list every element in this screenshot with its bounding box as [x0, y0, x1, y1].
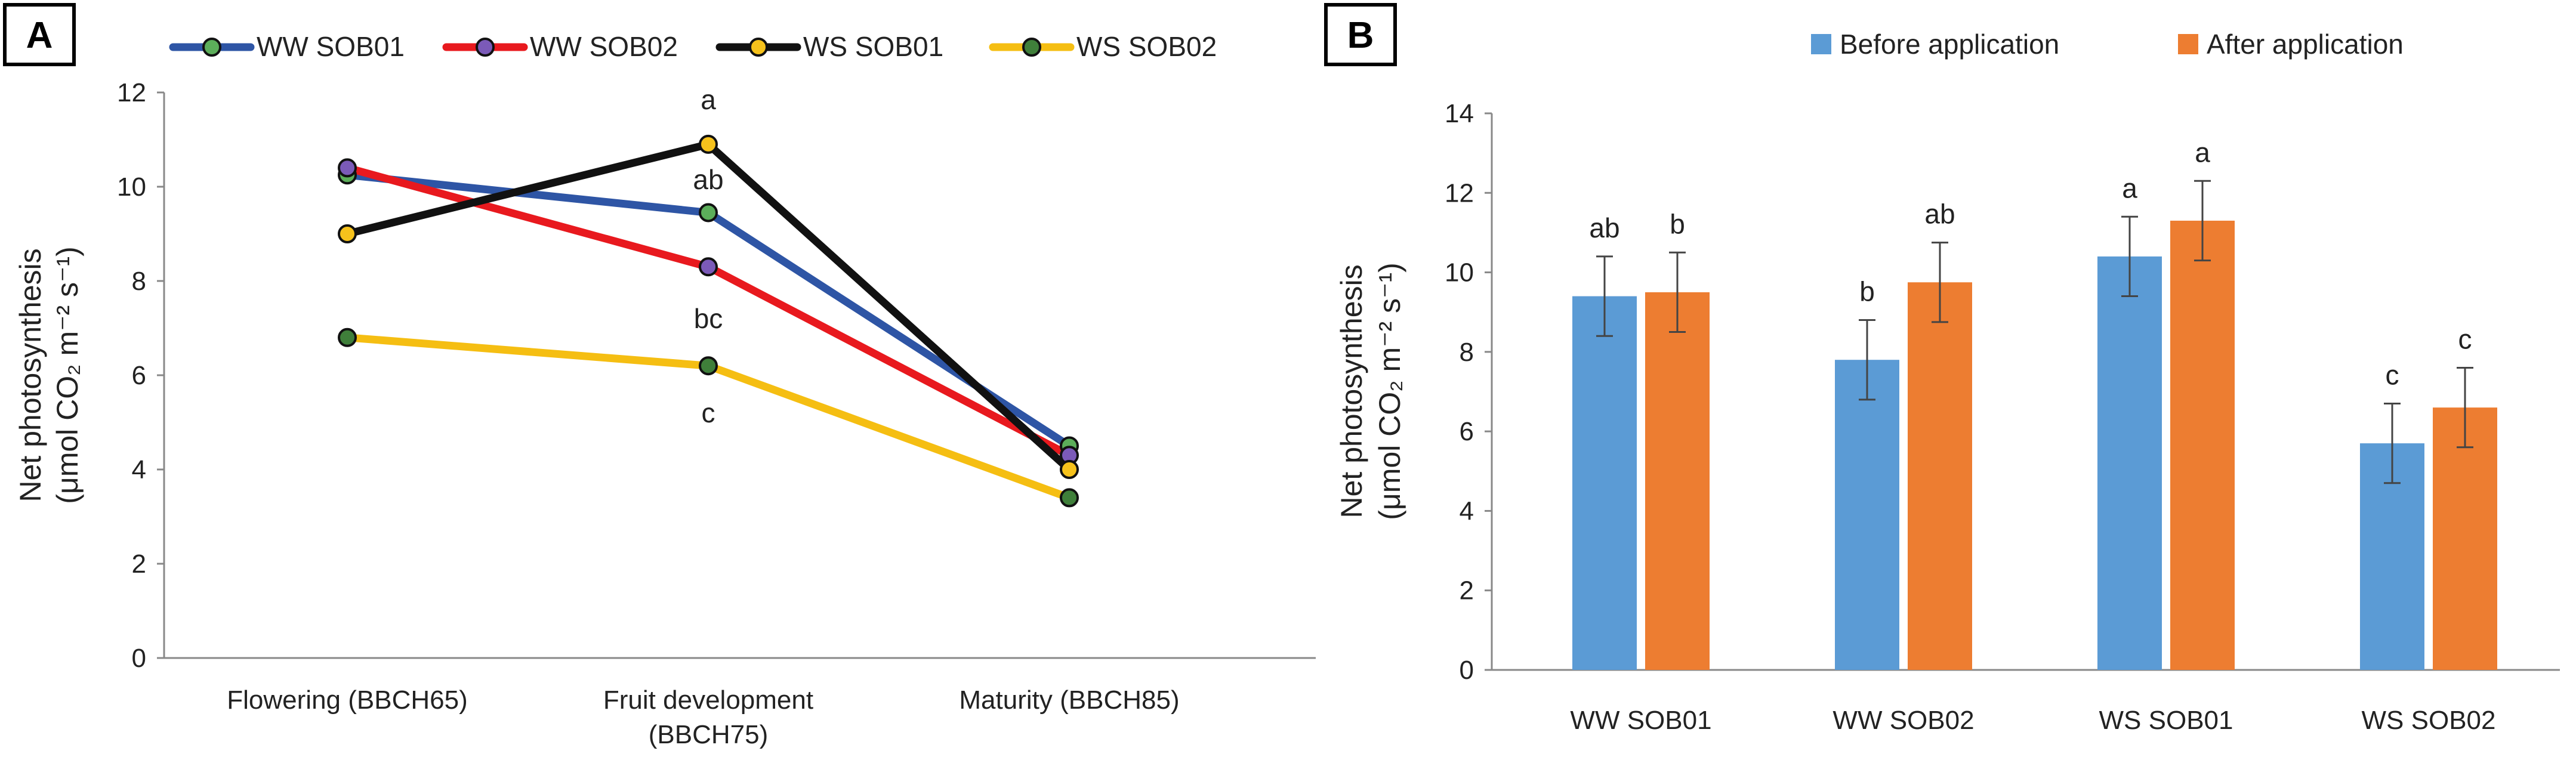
legend-label-ww-sob02: WW SOB02 — [530, 31, 678, 62]
panel-a-y-tick-label: 0 — [132, 644, 146, 673]
panel-b-error-bars-group — [1596, 180, 2473, 484]
panel-a-x-category-label: Fruit development — [603, 685, 813, 715]
significance-letter: a — [2195, 137, 2210, 168]
panel-b-y-tick-label: 12 — [1445, 178, 1474, 208]
panel-b-y-axis-units: (μmol CO₂ m⁻² s⁻¹) — [1373, 262, 1406, 520]
panel-a-letter-box — [3, 3, 76, 66]
panel-a-y-tick-label: 4 — [132, 455, 146, 484]
legend-marker-ws-sob01 — [749, 38, 768, 57]
panel-a-x-category-label: Maturity (BBCH85) — [959, 685, 1179, 715]
bar-after-application-ww-sob01 — [1645, 292, 1710, 671]
significance-letter: b — [1670, 208, 1685, 239]
bar-after-application-ws-sob02 — [2433, 407, 2497, 670]
legend-label-after-application: After application — [2207, 29, 2404, 60]
significance-letter: a — [2122, 172, 2137, 203]
panel-b-y-tick-label: 0 — [1460, 656, 1474, 685]
panel-b-x-category-label: WW SOB02 — [1832, 706, 1974, 735]
significance-letter: c — [702, 397, 715, 428]
data-point-ww-sob02 — [699, 257, 718, 277]
panel-a-y-tick-label: 8 — [132, 267, 146, 296]
panel-a-x-category-label: (BBCH75) — [649, 720, 769, 749]
legend-label-before-application: Before application — [1840, 29, 2059, 60]
panel-b-y-tick-label: 8 — [1460, 338, 1474, 367]
legend-marker-ww-sob02 — [476, 38, 495, 57]
panel-a-significance-letters: a ab bc c — [693, 84, 723, 428]
panel-b-x-axis: WW SOB01 WW SOB02 WS SOB01 WS SOB02 — [1492, 669, 2560, 735]
panel-a-y-axis: 0 2 4 6 8 10 12 — [117, 78, 165, 673]
legend-swatch-after-application — [2178, 34, 2198, 54]
panel-b-y-tick-label: 6 — [1460, 417, 1474, 446]
significance-letter: a — [701, 84, 716, 115]
panel-a-y-axis-title: Net photosynthesis — [14, 248, 47, 502]
significance-letter: ab — [1589, 212, 1619, 243]
panel-a-y-tick-label: 10 — [117, 172, 146, 202]
panel-a-legend: WW SOB01 WW SOB02 WS SOB01 WS SOB02 — [169, 31, 1217, 62]
panel-a-y-tick-label: 6 — [132, 361, 146, 390]
legend-marker-ww-sob01 — [202, 38, 221, 57]
panel-b-legend: Before application After application — [1811, 29, 2404, 60]
legend-label-ww-sob01: WW SOB01 — [257, 31, 405, 62]
panel-a-letter: A — [26, 15, 53, 56]
legend-swatch-before-application — [1811, 34, 1831, 54]
panel-b-x-category-label: WS SOB01 — [2099, 706, 2233, 735]
panel-b-letter-box — [1324, 3, 1397, 66]
significance-letter: b — [1859, 276, 1875, 307]
panel-b-bars-group — [1572, 220, 2497, 671]
panel-b-y-axis: 0 2 4 6 8 10 12 14 — [1445, 99, 1493, 685]
data-point-ws-sob02 — [338, 328, 357, 347]
panel-a-y-tick-label: 2 — [132, 549, 146, 579]
panel-b-x-category-label: WS SOB02 — [2362, 706, 2496, 735]
panel-b-y-tick-label: 4 — [1460, 496, 1474, 526]
panel-b-significance-letters: ab b a c b ab a c — [1589, 137, 2472, 390]
legend-label-ws-sob02: WS SOB02 — [1076, 31, 1217, 62]
panel-a-line-chart: A WW SOB01 WW SOB02 WS SOB01 WS SOB02 0 2 4 6 8… — [3, 3, 1316, 749]
panel-b-x-category-label: WW SOB01 — [1570, 706, 1711, 735]
panel-b-y-tick-label: 10 — [1445, 258, 1474, 288]
bar-before-application-ws-sob01 — [2097, 256, 2162, 670]
panel-a-series-group — [338, 134, 1079, 508]
bar-before-application-ww-sob02 — [1835, 360, 1899, 670]
panel-b-y-tick-label: 2 — [1460, 576, 1474, 605]
panel-a-y-axis-units: (μmol CO₂ m⁻² s⁻¹) — [51, 246, 84, 504]
legend-label-ws-sob01: WS SOB01 — [803, 31, 943, 62]
bar-before-application-ww-sob01 — [1572, 296, 1637, 670]
data-point-ww-sob01 — [699, 203, 718, 223]
data-point-ws-sob01 — [338, 224, 357, 243]
significance-letter: bc — [694, 303, 723, 334]
panel-b-y-tick-label: 14 — [1445, 99, 1474, 128]
significance-letter: c — [2458, 324, 2472, 355]
panel-a-y-tick-label: 12 — [117, 78, 146, 107]
data-point-ws-sob01 — [1060, 460, 1079, 479]
significance-letter: c — [2386, 359, 2399, 390]
data-point-ws-sob02 — [1060, 488, 1079, 508]
data-point-ww-sob02 — [338, 158, 357, 178]
significance-letter: ab — [1924, 199, 1955, 230]
panel-a-x-category-label: Flowering (BBCH65) — [227, 685, 467, 715]
panel-a-x-axis: Flowering (BBCH65) Fruit development (BBCH… — [164, 657, 1316, 749]
data-point-ws-sob01 — [699, 134, 718, 154]
legend-marker-ws-sob02 — [1022, 38, 1041, 57]
bar-after-application-ws-sob01 — [2170, 220, 2235, 671]
significance-letter: ab — [693, 164, 723, 195]
panel-b-bar-chart: B Before application After application 0 2… — [1324, 3, 2560, 735]
panel-b-y-axis-title: Net photosynthesis — [1335, 264, 1368, 518]
data-point-ws-sob02 — [699, 356, 718, 376]
bar-after-application-ww-sob02 — [1908, 282, 1972, 670]
panel-b-letter: B — [1347, 15, 1374, 56]
